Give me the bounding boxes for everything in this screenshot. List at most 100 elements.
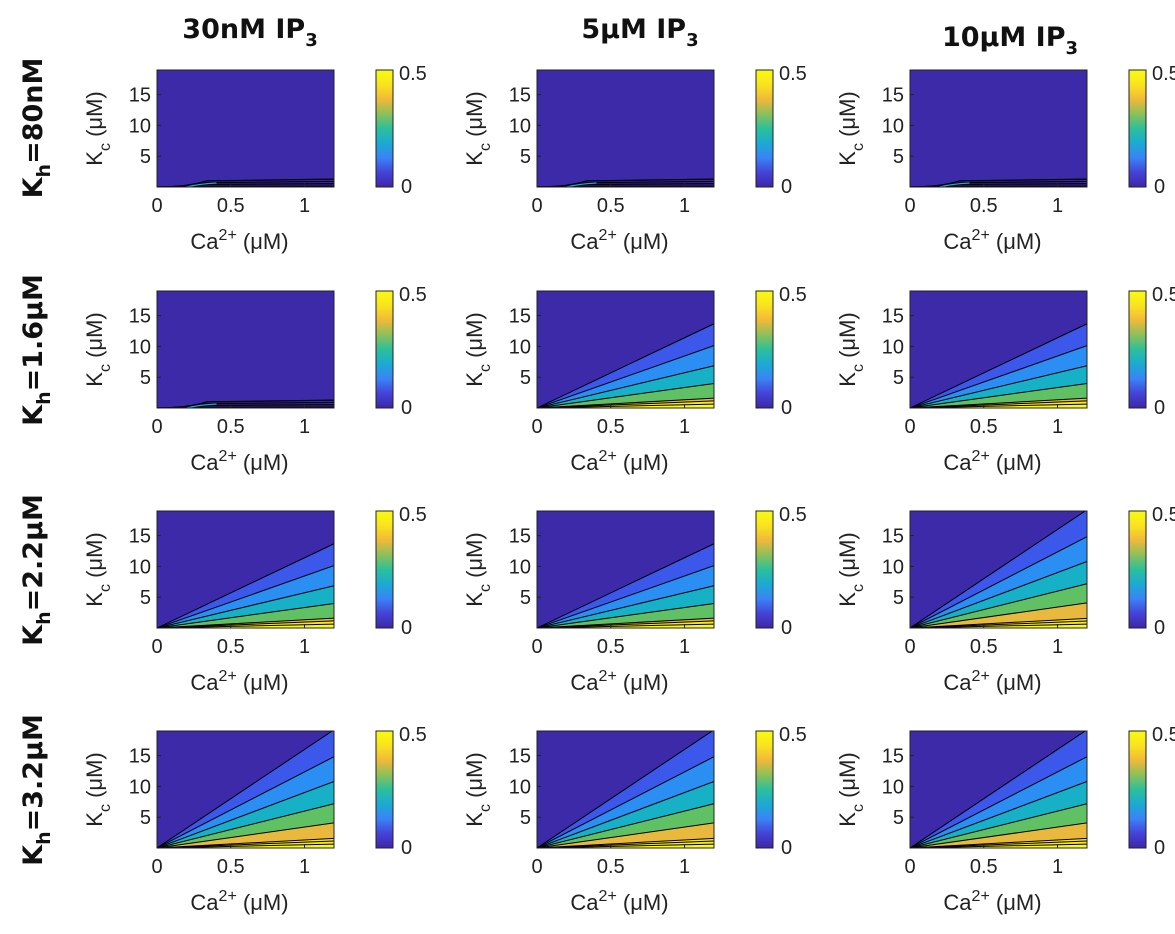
contour-line <box>157 803 334 848</box>
column-title-1: 30nM IP3 <box>182 14 317 51</box>
contour-line <box>910 323 1087 408</box>
colorbar-min-label: 0 <box>781 397 792 419</box>
x-tick-label: 0.5 <box>597 195 625 217</box>
contour-line <box>910 620 1087 628</box>
contour-line <box>157 756 334 848</box>
y-axis-label: Kc (μM) <box>835 752 867 826</box>
y-tick-label: 5 <box>520 587 531 609</box>
column-title-2: 5μM IP3 <box>581 14 698 51</box>
colorbar <box>755 69 774 188</box>
y-tick-label: 10 <box>509 336 531 358</box>
y-axis-label: Kc (μM) <box>835 532 867 606</box>
contour-line <box>157 840 334 848</box>
contour-line <box>157 543 334 628</box>
y-tick-label: 10 <box>129 336 151 358</box>
y-tick-label: 15 <box>882 85 904 107</box>
y-tick-label: 5 <box>140 367 151 389</box>
y-tick-label: 5 <box>893 367 904 389</box>
contour-line <box>910 561 1087 628</box>
y-tick-label: 10 <box>882 776 904 798</box>
y-tick-label: 10 <box>509 115 531 137</box>
y-tick-label: 10 <box>882 556 904 578</box>
x-axis-label: Ca2+ (μM) <box>943 888 1041 915</box>
y-tick-label: 15 <box>882 746 904 768</box>
row-label-4: Kh=3.2μM <box>18 714 55 866</box>
colorbar <box>1128 69 1147 188</box>
x-axis-label: Ca2+ (μM) <box>190 448 288 475</box>
plot-frame <box>156 730 335 849</box>
contour-line <box>537 781 714 848</box>
contour-line <box>910 781 1087 848</box>
colorbar-max-label: 0.5 <box>1152 504 1175 526</box>
plot-frame <box>909 510 1088 629</box>
x-axis-label: Ca2+ (μM) <box>570 227 668 254</box>
colorbar-min-label: 0 <box>781 617 792 639</box>
contour-line <box>537 585 714 628</box>
x-tick-label: 1 <box>1052 636 1063 658</box>
y-tick-label: 15 <box>129 746 151 768</box>
plot-background <box>157 291 334 408</box>
colorbar <box>1128 730 1147 849</box>
x-axis-label: Ca2+ (μM) <box>190 227 288 254</box>
y-tick-label: 15 <box>882 306 904 328</box>
contour-group <box>537 323 714 408</box>
contour-line <box>910 822 1087 848</box>
y-axis-label: Kc (μM) <box>462 312 494 386</box>
y-tick-label: 10 <box>509 556 531 578</box>
colorbar <box>375 510 394 629</box>
plot-frame <box>536 290 715 409</box>
x-tick-label: 1 <box>299 856 310 878</box>
y-axis-label: Kc (μM) <box>835 312 867 386</box>
y-axis-label: Kc (μM) <box>462 752 494 826</box>
y-tick-label: 15 <box>509 85 531 107</box>
colorbar-max-label: 0.5 <box>1152 63 1175 85</box>
contour-line <box>157 822 334 848</box>
colorbar <box>755 510 774 629</box>
colorbar-max-label: 0.5 <box>1152 724 1175 746</box>
x-tick-label: 0 <box>904 636 915 658</box>
y-tick-label: 15 <box>509 306 531 328</box>
x-tick-label: 0 <box>904 416 915 438</box>
x-tick-label: 0 <box>531 416 542 438</box>
y-tick-label: 10 <box>882 336 904 358</box>
x-tick-label: 0 <box>531 636 542 658</box>
x-tick-label: 1 <box>299 416 310 438</box>
y-tick-label: 15 <box>509 746 531 768</box>
x-tick-label: 0.5 <box>970 195 998 217</box>
x-tick-label: 0.5 <box>597 856 625 878</box>
y-axis-label: Kc (μM) <box>82 752 114 826</box>
colorbar <box>375 730 394 849</box>
x-tick-label: 1 <box>299 636 310 658</box>
contour-line <box>910 840 1087 848</box>
contour-line <box>537 323 714 408</box>
x-tick-label: 0.5 <box>217 416 245 438</box>
plot-frame <box>156 510 335 629</box>
x-tick-label: 0 <box>151 416 162 438</box>
colorbar-max-label: 0.5 <box>779 284 807 306</box>
contour-line <box>910 583 1087 628</box>
x-tick-label: 0.5 <box>970 636 998 658</box>
y-tick-label: 10 <box>509 776 531 798</box>
contour-line <box>910 511 1087 628</box>
x-axis-label: Ca2+ (μM) <box>943 448 1041 475</box>
y-tick-label: 5 <box>893 146 904 168</box>
y-tick-label: 5 <box>893 807 904 829</box>
colorbar-max-label: 0.5 <box>399 284 427 306</box>
x-axis-label: Ca2+ (μM) <box>943 227 1041 254</box>
y-axis-label: Kc (μM) <box>82 312 114 386</box>
x-axis-label: Ca2+ (μM) <box>190 668 288 695</box>
y-axis-label: Kc (μM) <box>835 91 867 165</box>
contour-line <box>537 543 714 628</box>
colorbar-min-label: 0 <box>401 837 412 859</box>
y-tick-label: 10 <box>882 115 904 137</box>
colorbar-min-label: 0 <box>401 397 412 419</box>
x-axis-label: Ca2+ (μM) <box>570 448 668 475</box>
contour-line <box>537 602 714 628</box>
plot-frame <box>536 510 715 629</box>
x-tick-label: 0.5 <box>597 416 625 438</box>
